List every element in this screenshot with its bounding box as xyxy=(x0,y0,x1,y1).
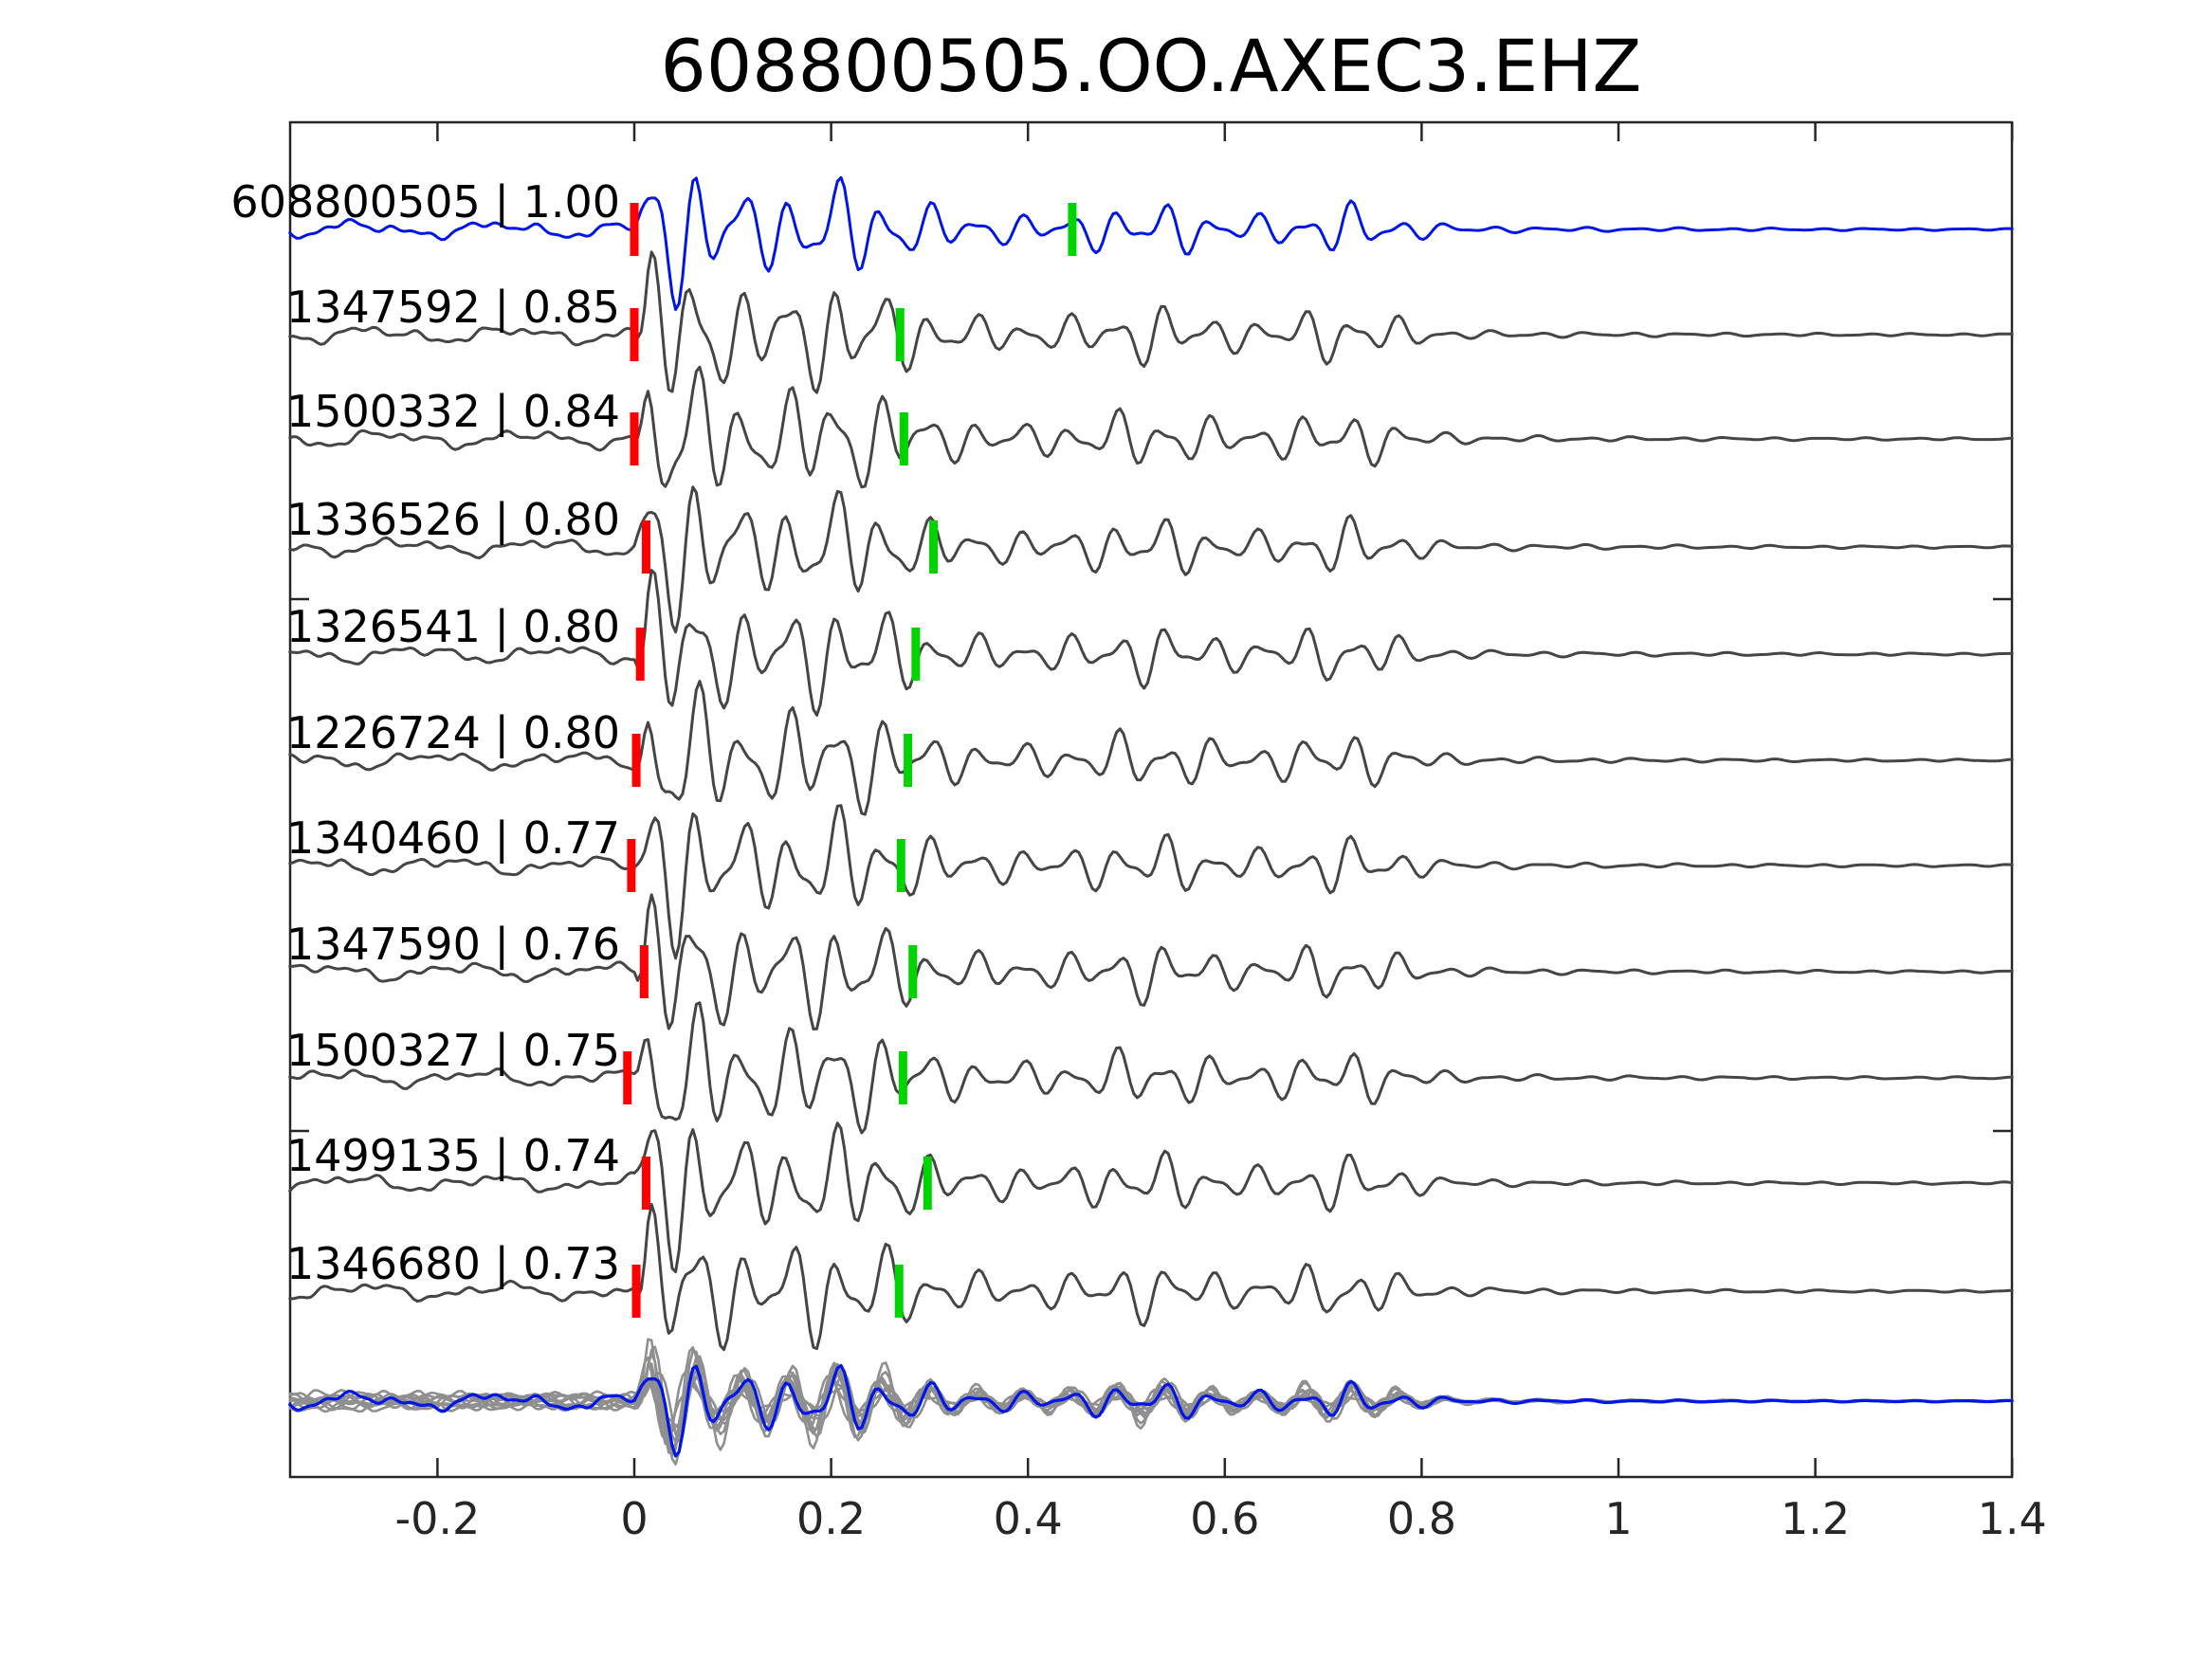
green-pick-marker xyxy=(904,734,913,787)
waveform-trace-1340460 xyxy=(288,804,2014,960)
green-pick-marker xyxy=(896,839,905,892)
axes-frame xyxy=(288,120,2014,1479)
x-tick-label: 0.6 xyxy=(1190,1493,1259,1544)
red-pick-marker xyxy=(630,203,639,256)
x-tick-label: -0.2 xyxy=(395,1493,481,1544)
green-pick-marker xyxy=(908,945,918,998)
red-pick-marker xyxy=(630,308,639,361)
stack-template-trace xyxy=(288,1363,2014,1458)
green-pick-marker xyxy=(899,412,908,465)
trace-label: 1347592 | 0.85 xyxy=(286,282,620,334)
waveform-trace-1347590 xyxy=(288,893,2014,1030)
trace-label: 1346680 | 0.73 xyxy=(286,1238,620,1290)
trace-label: 1326541 | 0.80 xyxy=(286,601,620,653)
red-pick-marker xyxy=(630,412,639,465)
x-tick-label: 0.8 xyxy=(1387,1493,1456,1544)
green-pick-marker xyxy=(895,308,905,361)
green-pick-marker xyxy=(929,520,939,574)
x-tick-label: 0.4 xyxy=(994,1493,1063,1544)
trace-label: 1226724 | 0.80 xyxy=(286,707,620,759)
waveform-trace-1346680 xyxy=(288,1203,2014,1352)
green-pick-marker xyxy=(911,628,921,681)
red-pick-marker xyxy=(631,1265,641,1318)
green-pick-marker xyxy=(894,1265,904,1318)
trace-label: 608800505 | 1.00 xyxy=(230,176,620,228)
waveform-trace-1226724 xyxy=(288,680,2014,816)
waveform-trace-1347592 xyxy=(288,250,2014,394)
waveform-trace-1336526 xyxy=(288,485,2014,634)
red-pick-marker xyxy=(631,734,641,787)
trace-label: 1500327 | 0.75 xyxy=(286,1025,620,1077)
waveform-trace-1500327 xyxy=(288,1001,2014,1135)
x-tick-label: 1.4 xyxy=(1978,1493,2047,1544)
waveform-trace-1499135 xyxy=(288,1121,2014,1274)
red-pick-marker xyxy=(639,945,649,998)
red-pick-marker xyxy=(627,839,636,892)
waveform-trace-1326541 xyxy=(288,569,2014,717)
green-pick-marker xyxy=(898,1051,907,1104)
x-tick-label: 0 xyxy=(620,1493,648,1544)
waveform-trace-608800505 xyxy=(288,175,2014,311)
trace-label: 1340460 | 0.77 xyxy=(286,812,620,865)
red-pick-marker xyxy=(641,1157,650,1210)
green-pick-marker xyxy=(923,1157,932,1210)
trace-label: 1347590 | 0.76 xyxy=(286,919,620,971)
trace-label: 1500332 | 0.84 xyxy=(286,386,620,438)
x-tick-label: 1.2 xyxy=(1781,1493,1850,1544)
plot-title: 608800505.OO.AXEC3.EHZ xyxy=(661,24,1642,108)
waveform-trace-1500332 xyxy=(288,365,2014,489)
x-tick-label: 0.2 xyxy=(796,1493,866,1544)
red-pick-marker xyxy=(641,520,650,574)
trace-label: 1499135 | 0.74 xyxy=(286,1130,620,1182)
trace-label: 1336526 | 0.80 xyxy=(286,494,620,546)
x-tick-label: 1 xyxy=(1604,1493,1632,1544)
green-pick-marker xyxy=(1068,203,1077,256)
red-pick-marker xyxy=(623,1051,632,1104)
red-pick-marker xyxy=(635,628,645,681)
